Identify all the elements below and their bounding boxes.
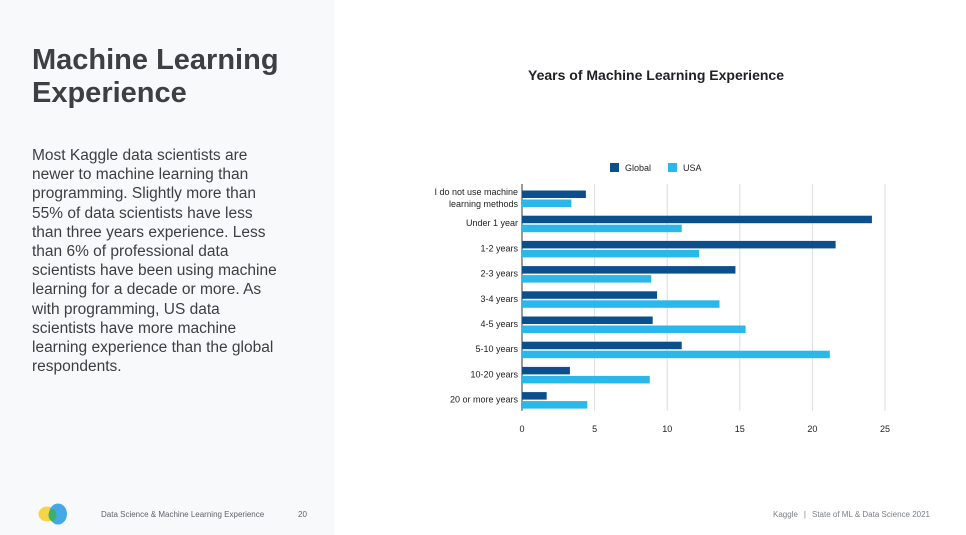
category-label-1: Under 1 year [466, 218, 518, 228]
page-title: Machine Learning Experience [32, 44, 279, 109]
chart-title: Years of Machine Learning Experience [528, 67, 784, 83]
category-label-line-2-0: 1-2 years [480, 243, 518, 253]
body-text: Most Kaggle data scientists are newer to… [32, 147, 277, 376]
legend-swatch-usa [668, 163, 677, 172]
page-number: 20 [298, 510, 307, 519]
category-label-line-6-0: 5-10 years [475, 344, 518, 354]
bar-usa-1 [522, 224, 682, 233]
chart-bars [522, 190, 872, 409]
bar-usa-7 [522, 375, 650, 384]
bar-usa-6 [522, 350, 830, 359]
footer-report-title: State of ML & Data Science 2021 [812, 510, 930, 519]
legend-label-global: Global [625, 163, 651, 173]
bar-global-2 [522, 240, 836, 249]
category-label-line-8-0: 20 or more years [450, 395, 519, 405]
bar-usa-4 [522, 300, 720, 308]
bar-global-4 [522, 291, 658, 299]
bar-global-3 [522, 266, 736, 274]
x-axis-ticks: 0 5 10 15 20 25 [519, 424, 890, 434]
category-label-line-0-1: learning methods [449, 199, 519, 209]
footer-separator: | [803, 510, 806, 519]
bar-usa-0 [522, 199, 572, 207]
category-label-3: 2-3 years [480, 269, 518, 279]
category-label-4: 3-4 years [480, 294, 518, 304]
x-tick-label-5: 5 [592, 424, 597, 434]
bar-usa-3 [522, 275, 652, 283]
category-labels: I do not use machine learning methods Unde… [434, 187, 518, 405]
bar-global-6 [522, 341, 682, 350]
bar-usa-8 [522, 401, 588, 409]
category-label-line-1-0: Under 1 year [466, 218, 518, 228]
bar-usa-5 [522, 325, 746, 333]
kaggle-logo-icon [38, 503, 67, 525]
footer-report: Kaggle | State of ML & Data Science 2021 [773, 510, 930, 519]
legend-label-usa: USA [683, 163, 702, 173]
x-tick-label-10: 10 [662, 424, 672, 434]
legend-swatch-global [610, 163, 619, 172]
chart-legend: Global USA [610, 163, 702, 173]
category-label-line-3-0: 2-3 years [480, 269, 518, 279]
category-label-0: I do not use machine learning methods [434, 187, 518, 209]
bar-global-1 [522, 215, 872, 224]
x-tick-label-15: 15 [735, 424, 745, 434]
bar-global-8 [522, 392, 547, 400]
bar-global-7 [522, 366, 570, 375]
bar-global-0 [522, 190, 586, 198]
category-label-2: 1-2 years [480, 243, 518, 253]
x-tick-label-0: 0 [519, 424, 524, 434]
bar-global-5 [522, 316, 653, 324]
category-label-line-5-0: 4-5 years [480, 319, 518, 329]
x-tick-label-20: 20 [807, 424, 817, 434]
category-label-8: 20 or more years [450, 395, 519, 405]
category-label-line-7-0: 10-20 years [470, 369, 518, 379]
left-panel: Machine Learning Experience Most Kaggle … [0, 0, 334, 535]
category-label-6: 5-10 years [475, 344, 518, 354]
footer-section-title: Data Science & Machine Learning Experien… [101, 510, 265, 519]
category-label-line-0-0: I do not use machine [434, 187, 518, 197]
category-label-7: 10-20 years [470, 369, 518, 379]
category-label-line-4-0: 3-4 years [480, 294, 518, 304]
bar-chart: Years of Machine Learning Experience Glo… [434, 67, 890, 434]
footer-brand: Kaggle [773, 510, 798, 519]
bar-usa-2 [522, 249, 700, 258]
category-label-5: 4-5 years [480, 319, 518, 329]
x-tick-label-25: 25 [880, 424, 890, 434]
